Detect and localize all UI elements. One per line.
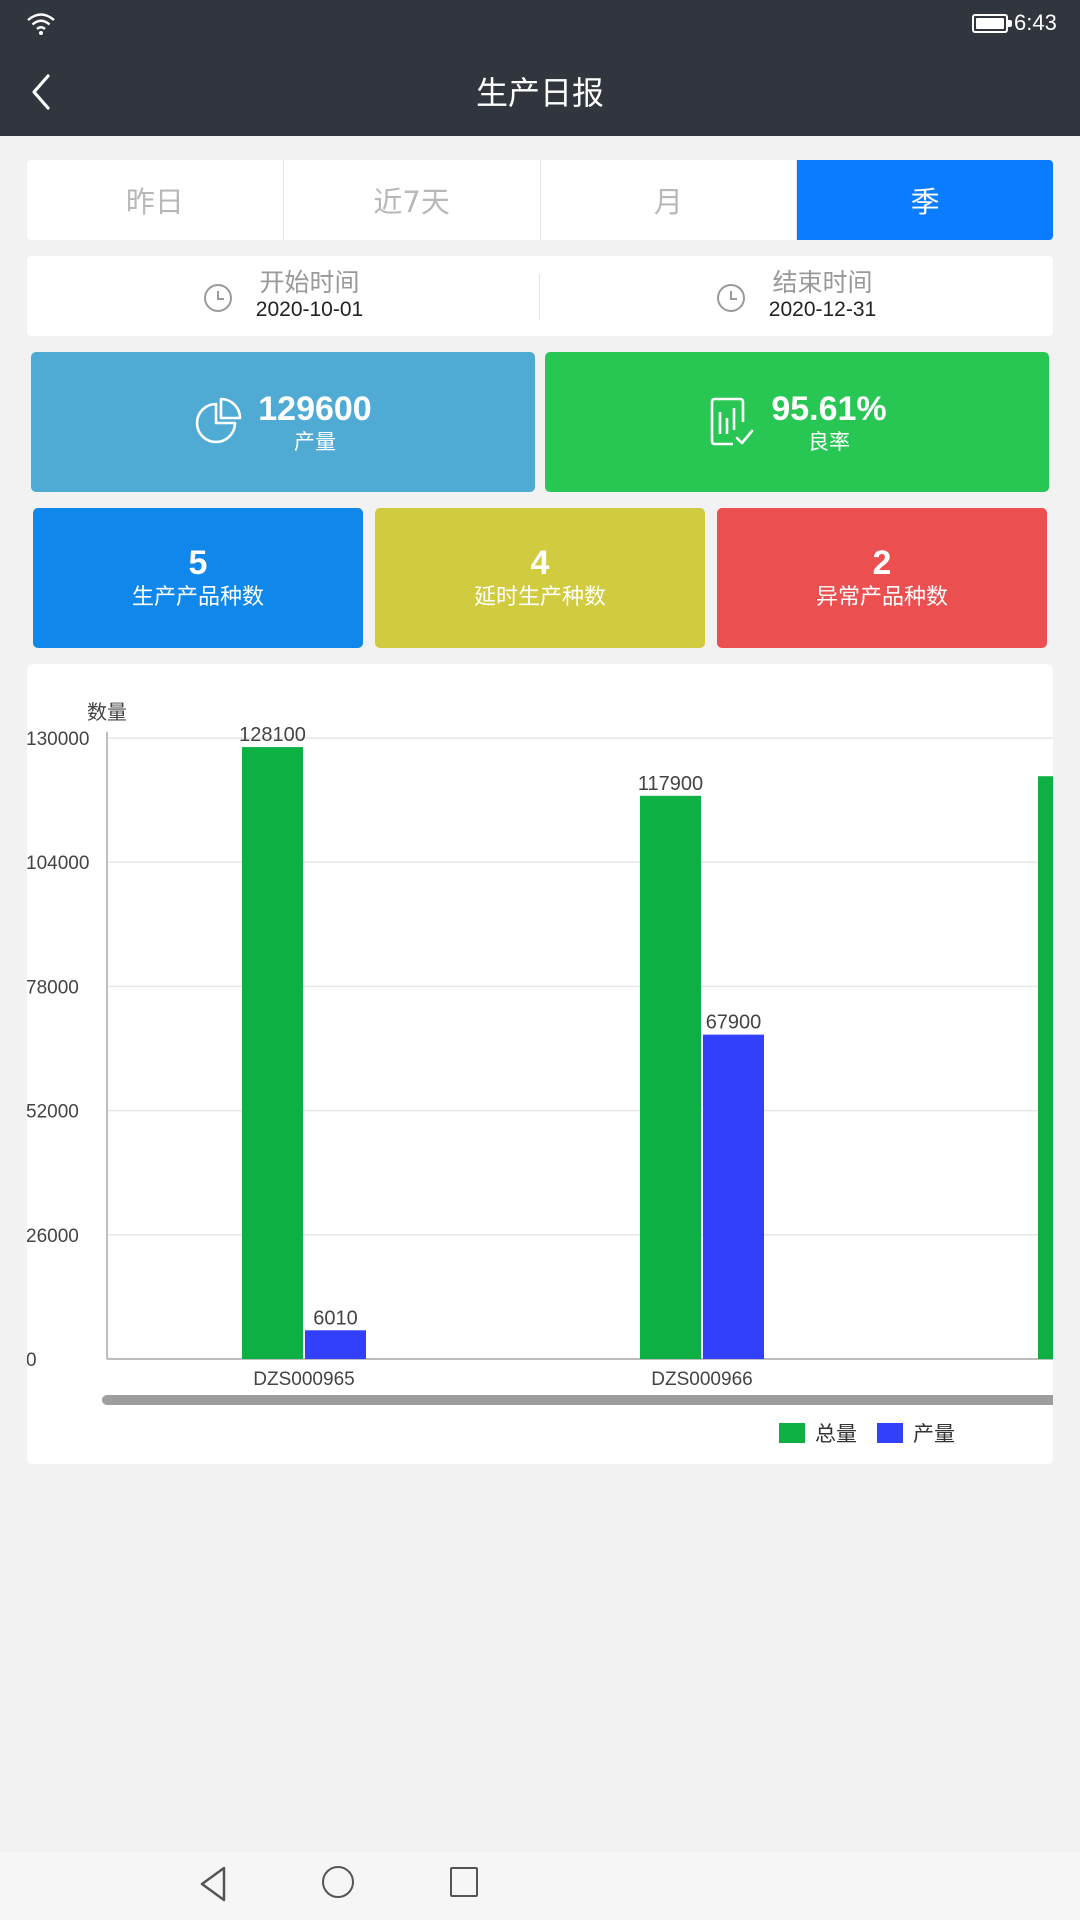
- production-chart[interactable]: 数量 0 26000 52000 78000 104000 130000 128100 601…: [27, 664, 1053, 1464]
- y-tick-label: 104000: [27, 853, 89, 874]
- legend-swatch-total: [779, 1423, 805, 1443]
- end-date-picker[interactable]: 结束时间 2020-12-31: [540, 256, 1053, 336]
- y-tick-label: 0: [27, 1350, 37, 1371]
- bar-total: [640, 795, 701, 1359]
- output-card: 129600 产量: [31, 352, 535, 492]
- bar-total: [242, 747, 303, 1359]
- bar-data-label: 117900: [638, 773, 703, 795]
- bar-output: [305, 1330, 366, 1359]
- tab-yesterday[interactable]: 昨日: [27, 160, 284, 240]
- yield-label: 良率: [807, 430, 850, 454]
- system-nav-bar: [0, 1852, 1080, 1920]
- x-tick-label: DZS000966: [651, 1369, 752, 1390]
- legend-swatch-output: [877, 1423, 903, 1443]
- tab-last-7-days[interactable]: 近7天: [284, 160, 541, 240]
- back-arrow-icon[interactable]: [22, 68, 66, 116]
- bar-output: [703, 1034, 764, 1359]
- y-axis-label: 数量: [87, 700, 127, 724]
- product-types-value: 5: [188, 544, 208, 582]
- tab-quarter[interactable]: 季: [797, 160, 1053, 240]
- y-tick-label: 78000: [27, 977, 79, 998]
- start-date-label: 开始时间: [259, 268, 360, 297]
- product-types-card[interactable]: 5 生产产品种数: [33, 508, 363, 648]
- y-tick-label: 52000: [27, 1102, 79, 1123]
- pie-chart-icon: [196, 397, 242, 444]
- nav-home-icon[interactable]: [322, 1866, 354, 1898]
- delayed-types-card[interactable]: 4 延时生产种数: [375, 508, 705, 648]
- nav-recent-apps-icon[interactable]: [450, 1867, 478, 1897]
- end-date-value: 2020-12-31: [768, 298, 877, 321]
- nav-back-icon[interactable]: [198, 1864, 228, 1904]
- start-date-picker[interactable]: 开始时间 2020-10-01: [27, 256, 540, 336]
- start-date-value: 2020-10-01: [255, 298, 364, 321]
- chart-scrollbar[interactable]: [102, 1395, 1053, 1405]
- report-check-icon: [711, 397, 754, 446]
- bar-data-label: 6010: [313, 1307, 358, 1329]
- chart-legend: 总量 产量: [779, 1418, 975, 1448]
- output-label: 产量: [294, 430, 336, 454]
- status-bar: 6:43: [0, 0, 1080, 48]
- clock-icon: [203, 284, 232, 312]
- battery-icon: [972, 14, 1012, 33]
- legend-label-total: 总量: [815, 1422, 857, 1446]
- wifi-icon: [27, 13, 55, 35]
- bar-total: [1038, 776, 1053, 1359]
- bar-data-label: 67900: [706, 1012, 762, 1034]
- clock-icon: [716, 284, 745, 312]
- page-title: 生产日报: [475, 74, 604, 112]
- status-time: 6:43: [1014, 10, 1057, 35]
- abnormal-types-value: 2: [872, 544, 892, 582]
- bar-data-label: 128100: [239, 724, 306, 746]
- y-tick-label: 130000: [27, 729, 89, 750]
- product-types-label: 生产产品种数: [131, 585, 264, 610]
- y-tick-label: 26000: [27, 1226, 79, 1247]
- yield-card: 95.61% 良率: [545, 352, 1049, 492]
- legend-item-total[interactable]: 总量: [779, 1418, 857, 1448]
- output-value: 129600: [258, 390, 372, 428]
- delayed-types-label: 延时生产种数: [473, 585, 606, 610]
- delayed-types-value: 4: [530, 544, 550, 582]
- end-date-label: 结束时间: [772, 268, 873, 297]
- tab-month[interactable]: 月: [541, 160, 798, 240]
- yield-value: 95.61%: [771, 390, 887, 428]
- app-header: 生产日报: [0, 48, 1080, 136]
- period-tabs: 昨日 近7天 月 季: [27, 160, 1053, 240]
- abnormal-types-label: 异常产品种数: [815, 585, 948, 610]
- date-range: 开始时间 2020-10-01 结束时间 2020-12-31: [27, 256, 1053, 336]
- legend-item-output[interactable]: 产量: [877, 1418, 955, 1448]
- x-tick-label: DZS000965: [253, 1369, 354, 1390]
- bar-chart: 0 26000 52000 78000 104000 130000 128100 6010 DZ…: [27, 724, 1053, 1405]
- legend-label-output: 产量: [913, 1422, 955, 1446]
- abnormal-types-card[interactable]: 2 异常产品种数: [717, 508, 1047, 648]
